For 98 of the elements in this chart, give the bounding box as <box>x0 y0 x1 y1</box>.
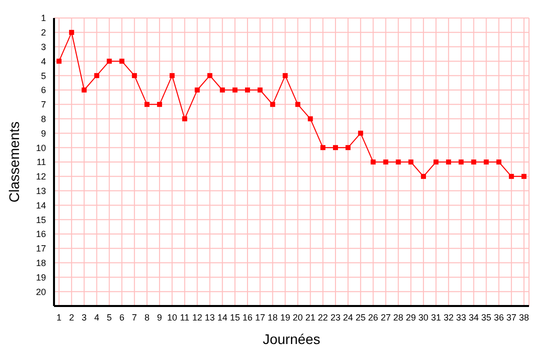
x-tick-label: 20 <box>292 312 303 322</box>
point <box>56 58 62 64</box>
y-tick-label: 15 <box>36 214 46 225</box>
x-tick-label: 15 <box>230 312 240 322</box>
point <box>320 145 326 150</box>
point <box>119 58 124 64</box>
x-tick-label: 33 <box>456 312 466 322</box>
x-tick-label: 36 <box>494 312 504 322</box>
x-tick-label: 37 <box>506 312 516 322</box>
y-tick-label: 6 <box>40 85 46 96</box>
point <box>207 73 212 78</box>
y-tick-label: 8 <box>40 114 46 124</box>
x-tick-label: 3 <box>82 312 87 322</box>
y-tick-label: 11 <box>36 157 46 168</box>
point <box>94 73 100 78</box>
x-tick-label: 38 <box>518 312 529 322</box>
point <box>396 160 401 164</box>
x-tick-label: 10 <box>167 312 178 322</box>
x-tick-label: 5 <box>106 312 112 322</box>
x-axis-title: Journées <box>262 331 320 347</box>
x-tick-label: 13 <box>204 312 215 322</box>
point <box>346 145 351 150</box>
point <box>508 174 514 179</box>
point <box>420 174 426 179</box>
y-tick-label: 12 <box>36 172 46 182</box>
point <box>496 160 502 164</box>
x-tick-label: 27 <box>380 312 391 322</box>
x-tick-label: 9 <box>157 312 162 322</box>
y-tick-label: 3 <box>40 42 46 52</box>
x-tick-label: 22 <box>318 312 328 322</box>
point <box>69 30 74 35</box>
point <box>308 116 313 122</box>
point <box>282 73 288 78</box>
y-tick-label: 9 <box>40 128 46 138</box>
point <box>358 130 364 136</box>
y-tick-label: 14 <box>36 200 46 210</box>
x-tick-label: 29 <box>406 312 416 322</box>
y-tick-label: 20 <box>36 286 46 297</box>
y-tick-label: 17 <box>36 244 46 254</box>
x-tick-label: 11 <box>180 312 190 322</box>
x-tick-label: 12 <box>192 312 202 322</box>
point <box>157 102 162 107</box>
x-tick-label: 4 <box>94 312 100 322</box>
x-tick-label: 26 <box>368 312 378 322</box>
point <box>332 145 338 150</box>
x-tick-label: 35 <box>481 312 492 322</box>
point <box>471 160 476 164</box>
point <box>194 88 200 92</box>
x-tick-label: 23 <box>330 312 340 322</box>
point <box>82 88 87 92</box>
point <box>270 102 276 107</box>
x-tick-label: 14 <box>217 312 228 322</box>
x-tick-label: 2 <box>69 312 74 322</box>
x-tick-label: 21 <box>305 312 316 322</box>
point <box>245 88 250 92</box>
x-tick-label: 24 <box>343 312 354 322</box>
y-tick-label: 16 <box>36 229 46 240</box>
x-tick-label: 6 <box>119 312 124 322</box>
x-tick-label: 31 <box>431 312 442 322</box>
point <box>383 160 388 164</box>
x-tick-label: 17 <box>255 312 266 322</box>
point <box>170 73 175 78</box>
x-tick-label: 16 <box>242 312 253 322</box>
y-tick-label: 7 <box>40 100 46 110</box>
x-tick-label: 18 <box>268 312 278 322</box>
x-tick-label: 19 <box>280 312 290 322</box>
x-tick-label: 32 <box>444 312 454 322</box>
point <box>182 116 188 122</box>
point <box>132 73 137 78</box>
y-tick-label: 10 <box>36 142 46 153</box>
point <box>408 160 414 164</box>
x-tick-label: 30 <box>418 312 428 322</box>
point <box>484 160 489 164</box>
y-tick-label: 13 <box>36 186 46 196</box>
y-axis-title: Classements <box>6 122 22 202</box>
point <box>144 102 150 107</box>
x-tick-label: 1 <box>56 312 62 322</box>
x-tick-label: 25 <box>356 312 366 322</box>
x-tick-label: 8 <box>144 312 150 322</box>
point <box>295 102 300 107</box>
x-tick-label: 34 <box>468 312 479 322</box>
point <box>258 88 263 92</box>
y-tick-label: 1 <box>40 13 46 24</box>
point <box>220 88 225 92</box>
y-tick-label: 5 <box>40 70 46 81</box>
point <box>434 160 439 164</box>
point <box>521 174 526 179</box>
point <box>370 160 376 164</box>
x-tick-label: 28 <box>393 312 404 322</box>
point <box>232 88 238 92</box>
point <box>446 160 452 164</box>
y-tick-label: 2 <box>40 28 46 38</box>
y-tick-label: 18 <box>36 258 46 268</box>
y-tick-label: 4 <box>40 56 46 66</box>
y-tick-label: 19 <box>36 272 46 282</box>
point <box>458 160 464 164</box>
x-tick-label: 7 <box>132 312 137 322</box>
point <box>106 58 112 64</box>
